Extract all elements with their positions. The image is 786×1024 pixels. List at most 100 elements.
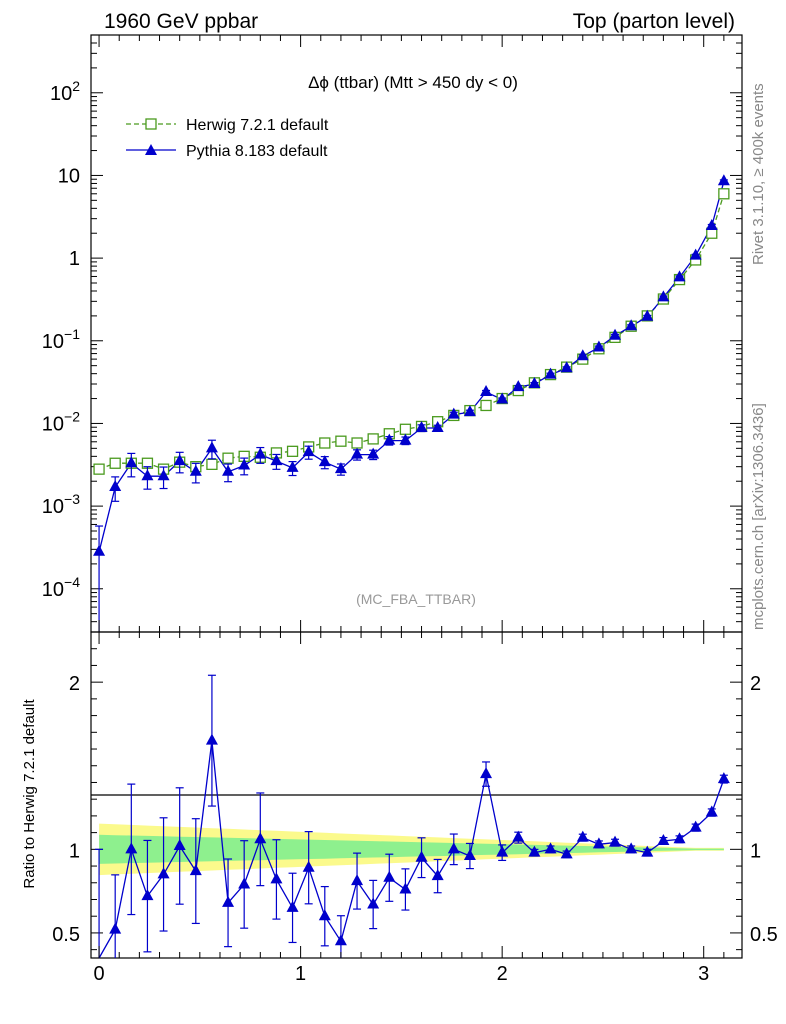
ratio-pythia-point [351, 874, 364, 886]
ratio-pythia-point [318, 909, 331, 921]
herwig-point [286, 445, 299, 457]
top-y-tick-label: 10−4 [42, 574, 80, 601]
pythia-point [383, 433, 396, 445]
legend-pythia-marker [145, 144, 157, 155]
herwig-point [335, 435, 347, 447]
pythia-point [625, 319, 638, 331]
pythia-point [189, 464, 202, 476]
ratio-pythia-point [334, 934, 347, 946]
top-panel: 10−4 10−3 10−2 10−1 1 10 102 Δϕ (ttbar) (Mtt >… [42, 34, 743, 633]
ratio-pythia-line [98, 740, 725, 959]
pythia-point [463, 405, 476, 417]
ratio-pythia-point [512, 830, 525, 842]
ratio-pythia-point [480, 767, 493, 779]
pythia-point [609, 328, 622, 340]
ratio-y-tick-label-left: 2 [69, 673, 80, 695]
ratio-pythia-point [383, 870, 396, 882]
process-label: Top (parton level) [573, 10, 735, 33]
ratio-pythia-point [717, 772, 730, 784]
pythia-point [367, 447, 380, 459]
ratio-pythia-point [641, 845, 654, 857]
ratio-panel: 0.5 0.5 1 1 2 2 Ratio to Herwig 7.2.1 default [21, 631, 778, 959]
pythia-point [254, 447, 267, 459]
pythia-point [222, 464, 235, 476]
herwig-point [109, 457, 121, 469]
pythia-point [415, 421, 428, 433]
top-y-tick-label: 10−2 [42, 408, 80, 435]
pythia-point [141, 469, 154, 481]
analysis-tag: (MC_FBA_TTBAR) [356, 591, 476, 607]
ratio-pythia-point [399, 882, 412, 894]
x-tick-label: 2 [497, 963, 508, 985]
pythia-point [528, 377, 541, 389]
herwig-point [206, 458, 218, 471]
pythia-point [302, 445, 315, 457]
pythia-point [592, 340, 605, 352]
ratio-pythia-point [431, 869, 444, 881]
x-tick-label: 0 [93, 963, 104, 985]
ratio-pythia-point [705, 805, 718, 817]
pythia-point [447, 407, 460, 419]
herwig-point [351, 437, 363, 449]
pythia-point [157, 469, 170, 481]
ratio-pythia-point [222, 895, 235, 907]
legend-herwig-marker [145, 118, 157, 130]
ratio-pythia-point [592, 837, 605, 849]
ratio-pythia-point [447, 842, 460, 854]
ratio-y-label: Ratio to Herwig 7.2.1 default [21, 699, 38, 889]
ratio-pythia-point [657, 833, 670, 845]
ratio-pythia-point [189, 864, 202, 876]
herwig-point [480, 399, 492, 412]
ratio-pythia-point [173, 838, 186, 850]
herwig-point [399, 423, 412, 435]
ratio-pythia-point [673, 832, 686, 844]
mcplots-site-label: mcplots.cern.ch [arXiv:1306.3436] [750, 403, 767, 630]
rivet-version-label: Rivet 3.1.10, ≥ 400k events [750, 83, 767, 265]
ratio-pythia-point [528, 845, 541, 857]
ratio-pythia-point [238, 877, 251, 889]
plot-title: Δϕ (ttbar) (Mtt > 450 dy < 0) [308, 73, 518, 92]
ratio-pythia-point [125, 842, 138, 854]
pythia-point [270, 454, 283, 466]
pythia-point [173, 454, 186, 466]
ratio-pythia-point [109, 922, 122, 934]
ratio-pythia-point [609, 835, 622, 847]
energy-label: 1960 GeV ppbar [104, 10, 258, 33]
x-tick-label: 3 [698, 963, 709, 985]
pythia-point [93, 544, 106, 556]
pythia-point [673, 270, 686, 282]
pythia-point [480, 385, 493, 397]
ratio-y-tick-label-right: 2 [750, 673, 761, 695]
pythia-point [205, 441, 218, 453]
pythia-point [496, 392, 509, 404]
pythia-point [318, 455, 331, 467]
ratio-pythia-point [270, 872, 283, 884]
ratio-y-tick-label-right: 0.5 [750, 924, 778, 946]
pythia-point [544, 367, 557, 379]
pythia-point [431, 421, 444, 433]
ratio-pythia-point [689, 820, 702, 832]
top-y-tick-label: 10−3 [42, 491, 80, 518]
herwig-point [319, 437, 331, 449]
ratio-pythia-point [254, 832, 267, 844]
top-y-tick-label: 10−1 [42, 326, 80, 353]
legend-herwig-label: Herwig 7.2.1 default [186, 117, 329, 134]
pythia-point [334, 462, 347, 474]
herwig-point [367, 433, 379, 445]
ratio-y-tick-label-right: 1 [750, 840, 761, 862]
pythia-point [286, 460, 299, 472]
pythia-point [576, 349, 589, 361]
pythia-point [689, 248, 702, 260]
ratio-pythia-point [302, 860, 315, 872]
herwig-point [718, 188, 730, 200]
ratio-y-tick-label-left: 1 [69, 840, 80, 862]
legend: Herwig 7.2.1 default Pythia 8.183 defaul… [126, 117, 329, 160]
ratio-pythia-point [496, 845, 509, 857]
pythia-point [641, 309, 654, 321]
ratio-y-tick-label-left: 0.5 [52, 924, 80, 946]
ratio-pythia-point [415, 850, 428, 862]
legend-pythia-label: Pythia 8.183 default [186, 143, 328, 160]
x-tick-label: 1 [295, 963, 306, 985]
pythia-point [351, 447, 364, 459]
pythia-line [98, 181, 725, 552]
